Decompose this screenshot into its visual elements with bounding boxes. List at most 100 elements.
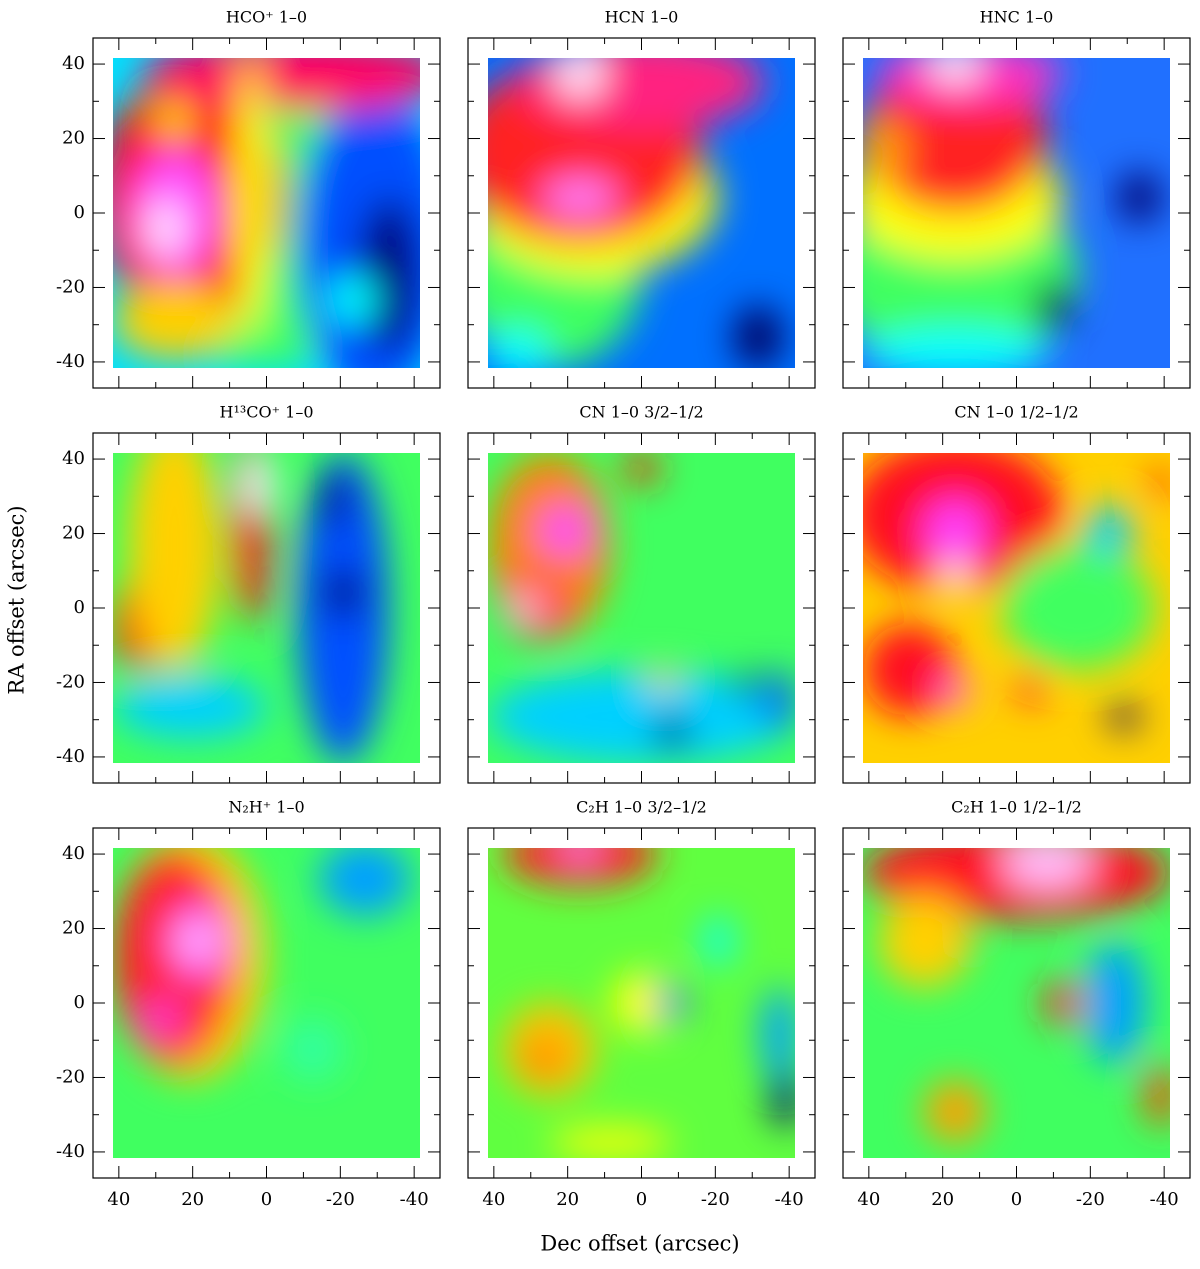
x-tick-label: 0 [1011,1189,1022,1210]
intensity-blob [524,1040,562,1078]
intensity-blob [318,848,411,917]
intensity-blob [128,453,221,670]
intensity-blob [1084,941,1146,1065]
panel-title: C₂H 1–0 1/2–1/2 [951,798,1082,817]
intensity-blob [518,58,765,130]
x-tick-label: 40 [857,1189,880,1210]
map-blobs [113,58,420,368]
intensity-blob [878,894,971,988]
y-tick-label: -20 [56,1066,85,1087]
map-blobs [488,58,783,368]
map-blobs [863,453,1170,729]
intensity-blob [930,58,980,83]
intensity-blob [1108,704,1140,729]
map-image [113,453,420,763]
panel-title: C₂H 1–0 3/2–1/2 [576,798,707,817]
intensity-blob [113,284,236,359]
intensity-blob [924,499,986,562]
intensity-blob [656,987,688,1019]
intensity-blob [764,670,795,732]
x-tick-label: 20 [931,1189,954,1210]
intensity-blob [488,327,550,368]
intensity-blob [924,1080,986,1143]
intensity-blob [770,1065,795,1127]
intensity-blob [327,275,378,325]
intensity-blob [761,987,795,1081]
intensity-blob [1034,281,1072,331]
intensity-blob [241,577,267,608]
map-image [488,848,795,1158]
panel: CN 1–0 1/2–1/2 [842,403,1191,784]
intensity-blob [1001,848,1094,889]
y-tick-label: 0 [74,202,85,223]
panel: HCN 1–0 [467,8,816,389]
panel-title: HCO⁺ 1–0 [226,8,307,27]
intensity-blob [324,567,362,618]
intensity-blob [702,916,734,966]
x-axis-label: Dec offset (arcsec) [540,1232,739,1256]
x-tick-label: -20 [1076,1189,1105,1210]
intensity-blob [1019,666,1045,705]
intensity-blob [1151,468,1170,500]
intensity-blob [878,58,1063,105]
panel-title: CN 1–0 3/2–1/2 [579,403,703,422]
panel-title: N₂H⁺ 1–0 [228,798,304,817]
intensity-blob [358,197,420,353]
y-tick-label: 0 [74,597,85,618]
x-tick-label: -20 [701,1189,730,1210]
intensity-blob [1044,981,1081,1025]
map-image [488,453,795,763]
intensity-blob [863,327,1048,368]
x-tick-label: -40 [1150,1189,1179,1210]
intensity-blob [733,306,783,368]
intensity-blob [503,848,657,886]
intensity-blob [281,1018,344,1081]
intensity-blob [321,468,347,531]
panel: H¹³CO⁺ 1–0 -40 -20 0 20 40 [56,403,441,784]
intensity-blob [653,716,691,748]
intensity-blob [863,120,906,182]
intensity-blob [549,1127,673,1158]
x-tick-label: 0 [261,1189,272,1210]
y-tick-label: 40 [62,843,85,864]
intensity-blob [159,104,190,136]
panel: C₂H 1–0 1/2–1/2 40 20 0 -20 -40 [842,798,1191,1210]
intensity-blob [512,595,538,621]
intensity-blob [650,666,676,692]
y-tick-label: -40 [56,351,85,372]
panel-title: H¹³CO⁺ 1–0 [219,403,313,422]
y-tick-label: 20 [62,918,85,939]
map-blobs [503,848,795,1158]
x-tick-label: -40 [775,1189,804,1210]
y-tick-label: -20 [56,276,85,297]
intensity-blob [561,848,599,861]
intensity-blob [1084,505,1134,556]
x-tick-label: 0 [636,1189,647,1210]
x-tick-label: 40 [482,1189,505,1210]
map-image [863,453,1170,763]
map-blobs [863,58,1161,368]
x-tick-label: -40 [400,1189,429,1210]
intensity-blob [733,673,759,698]
x-tick-label: -20 [326,1189,355,1210]
intensity-blob [1117,172,1161,223]
intensity-blob [939,561,971,593]
intensity-blob [555,58,605,99]
map-image [863,58,1170,368]
y-tick-label: 20 [62,523,85,544]
intensity-blob [623,453,660,484]
map-blobs [863,848,1170,1143]
y-tick-label: -20 [56,671,85,692]
y-tick-label: 40 [62,53,85,74]
map-image [113,848,420,1158]
y-axis-label: RA offset (arcsec) [5,505,29,694]
intensity-blob [143,999,181,1038]
map-image [863,848,1170,1158]
panel-title: CN 1–0 1/2–1/2 [954,403,1078,422]
panel: C₂H 1–0 3/2–1/2 40 20 0 -20 -40 [467,798,816,1210]
x-tick-label: 40 [107,1189,130,1210]
y-tick-label: 20 [62,128,85,149]
intensity-blob [863,623,956,717]
x-tick-label: 20 [556,1189,579,1210]
map-image [488,58,795,368]
